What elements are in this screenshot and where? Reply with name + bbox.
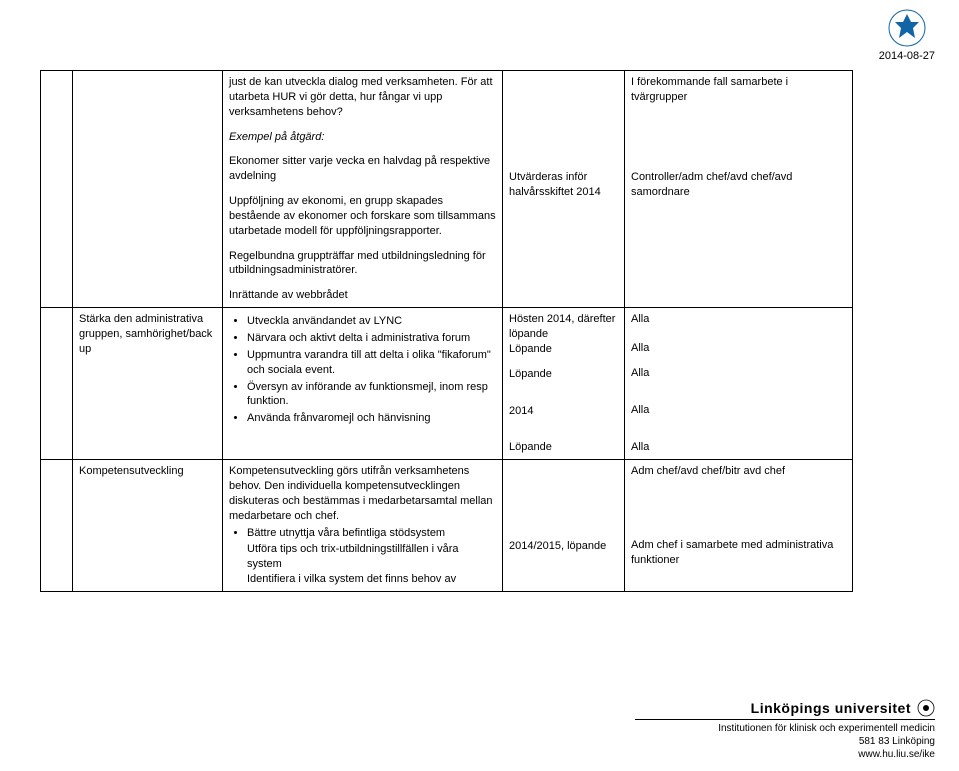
table-row: Kompetensutveckling Kompetensutveckling …	[41, 460, 853, 592]
text-block: Löpande	[509, 440, 618, 455]
cell-responsible: Alla Alla Alla Alla Alla	[625, 308, 853, 460]
footer-url: www.hu.liu.se/ike	[635, 748, 935, 761]
cell-empty	[41, 71, 73, 308]
bullet-list: Uppmuntra varandra till att delta i olik…	[229, 348, 496, 378]
table-row: just de kan utveckla dialog med verksamh…	[41, 71, 853, 308]
text-block: Identifiera i vilka system det finns beh…	[229, 572, 496, 587]
cell-responsible: Adm chef/avd chef/bitr avd chef Adm chef…	[625, 460, 853, 592]
text-block: Adm chef/avd chef/bitr avd chef	[631, 464, 846, 479]
spacer	[631, 479, 846, 538]
table-row: Stärka den administrativa gruppen, samhö…	[41, 308, 853, 460]
spacer	[509, 75, 618, 170]
list-item: Använda frånvaromejl och hänvisning	[247, 411, 496, 426]
list-item: Översyn av införande av funktionsmejl, i…	[247, 380, 496, 410]
text-block: Ekonomer sitter varje vecka en halvdag p…	[229, 154, 496, 184]
university-name: Linköpings universitet	[751, 699, 911, 717]
bullet-list: Bättre utnyttja våra befintliga stödsyst…	[229, 526, 496, 541]
page-header-right: 2014-08-27	[879, 8, 935, 62]
text-block: Alla	[631, 440, 846, 455]
text-block: Controller/adm chef/avd chef/avd samordn…	[631, 170, 846, 200]
university-seal-icon	[887, 8, 927, 48]
cell-action: Kompetensutveckling görs utifrån verksam…	[223, 460, 503, 592]
text-block: 2014/2015, löpande	[509, 539, 618, 554]
list-item: Uppmuntra varandra till att delta i olik…	[247, 348, 496, 378]
cell-topic	[73, 71, 223, 308]
bullet-list: Utveckla användandet av LYNC Närvara och…	[229, 314, 496, 346]
list-item: Bättre utnyttja våra befintliga stödsyst…	[247, 526, 496, 541]
bullet-list: Använda frånvaromejl och hänvisning	[229, 411, 496, 426]
list-item: Närvara och aktivt delta i administrativ…	[247, 331, 496, 346]
cell-action: Utveckla användandet av LYNC Närvara och…	[223, 308, 503, 460]
document-date: 2014-08-27	[879, 50, 935, 62]
cell-responsible: I förekommande fall samarbete i tvärgrup…	[625, 71, 853, 308]
list-item: Utveckla användandet av LYNC	[247, 314, 496, 329]
text-block: I förekommande fall samarbete i tvärgrup…	[631, 75, 846, 105]
text-block: Hösten 2014, därefter löpande	[509, 312, 618, 342]
footer-divider	[635, 719, 935, 720]
footer-logo: Linköpings universitet	[635, 699, 935, 717]
text-block: 2014	[509, 404, 618, 419]
text-block: just de kan utveckla dialog med verksamh…	[229, 75, 496, 120]
cell-timing: Hösten 2014, därefter löpande Löpande Lö…	[503, 308, 625, 460]
university-seal-small-icon	[917, 699, 935, 717]
text-block: Kompetensutveckling görs utifrån verksam…	[229, 464, 496, 523]
cell-timing: 2014/2015, löpande	[503, 460, 625, 592]
footer-line: Institutionen för klinisk och experiment…	[635, 722, 935, 735]
page-footer: Linköpings universitet Institutionen för…	[635, 699, 935, 761]
cell-empty	[41, 460, 73, 592]
footer-link[interactable]: www.hu.liu.se/ike	[858, 749, 935, 760]
footer-line: 581 83 Linköping	[635, 735, 935, 748]
text-block: Utvärderas inför halvårsskiftet 2014	[509, 170, 618, 200]
cell-topic: Stärka den administrativa gruppen, samhö…	[73, 308, 223, 460]
text-block: Inrättande av webbrådet	[229, 288, 496, 303]
text-block: Alla	[631, 341, 846, 356]
cell-action: just de kan utveckla dialog med verksamh…	[223, 71, 503, 308]
cell-empty	[41, 308, 73, 460]
action-plan-table: just de kan utveckla dialog med verksamh…	[40, 70, 853, 592]
cell-timing: Utvärderas inför halvårsskiftet 2014	[503, 71, 625, 308]
text-block: Löpande	[509, 342, 618, 357]
text-block: Alla	[631, 403, 846, 418]
spacer	[631, 105, 846, 170]
text-block: Löpande	[509, 367, 618, 382]
text-block: Uppföljning av ekonomi, en grupp skapade…	[229, 194, 496, 239]
bullet-list: Översyn av införande av funktionsmejl, i…	[229, 380, 496, 410]
cell-topic: Kompetensutveckling	[73, 460, 223, 592]
text-block: Exempel på åtgärd:	[229, 130, 496, 145]
spacer	[509, 464, 618, 539]
text-block: Utföra tips och trix-utbildningstillfäll…	[229, 542, 496, 572]
text-block: Regelbundna gruppträffar med utbildnings…	[229, 249, 496, 279]
text-block: Alla	[631, 366, 846, 381]
text-block: Alla	[631, 312, 846, 327]
text-block: Adm chef i samarbete med administrativa …	[631, 538, 846, 568]
